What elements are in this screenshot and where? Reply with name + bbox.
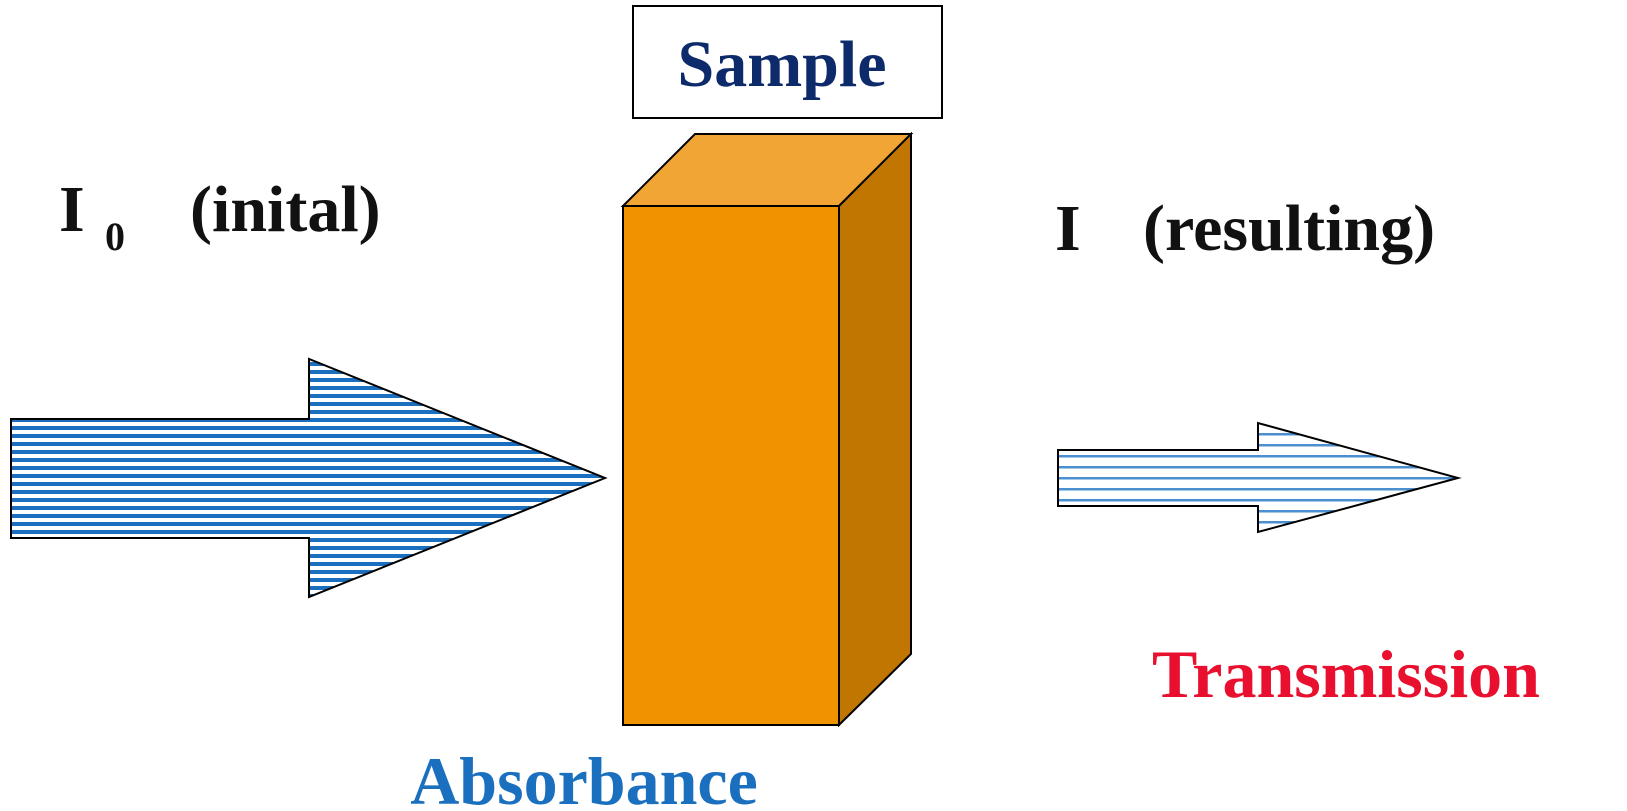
transmitted-note: (resulting) [1143, 192, 1435, 265]
incident-subscript: 0 [105, 214, 125, 259]
incident-note: (inital) [190, 173, 381, 246]
absorbance-label: Absorbance [410, 743, 758, 811]
incident-symbol: I [59, 173, 85, 246]
transmitted-arrow [1057, 421, 1462, 534]
sample-label-box [632, 5, 943, 119]
sample-front [622, 205, 840, 726]
transmission-label: Transmission [1152, 636, 1540, 712]
sample-label: Sample [677, 28, 886, 101]
incident-arrow [10, 357, 608, 599]
sample-side [838, 131, 912, 728]
transmitted-symbol: I [1055, 192, 1081, 265]
